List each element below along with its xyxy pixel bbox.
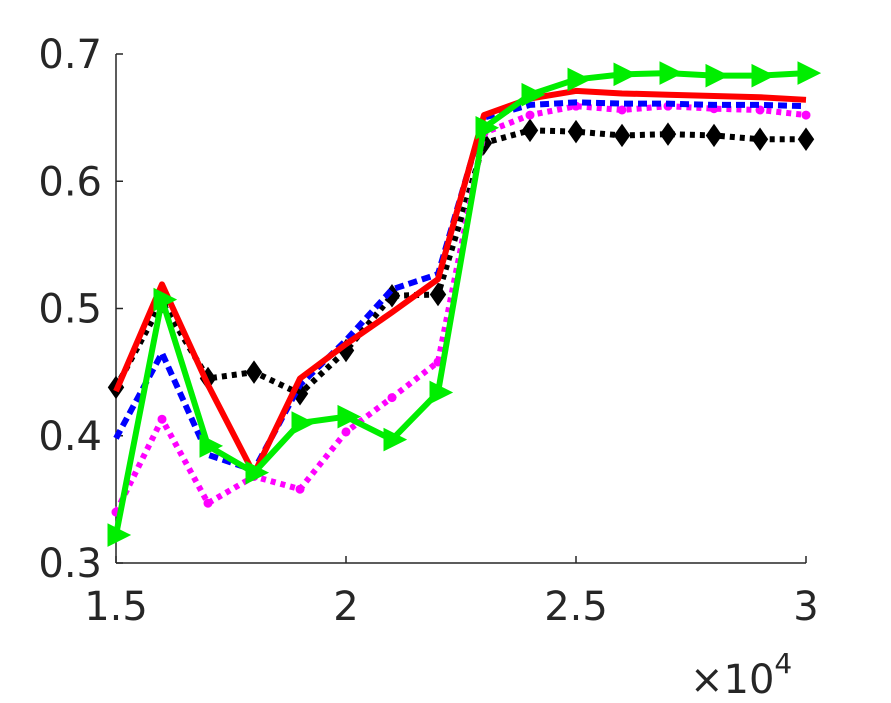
series-layer <box>107 61 822 547</box>
data-point-diamond <box>613 123 631 148</box>
data-point-diamond <box>567 119 585 144</box>
data-point-triangle <box>475 115 500 140</box>
x-tick-label: 2.5 <box>544 584 608 630</box>
data-point-triangle <box>521 82 546 107</box>
data-point-diamond <box>705 123 723 148</box>
data-point-diamond <box>751 127 769 152</box>
data-point-circle <box>295 484 305 494</box>
data-point-circle <box>203 498 213 508</box>
x-tick-label: 3 <box>793 584 818 630</box>
data-point-diamond <box>797 127 815 152</box>
data-point-diamond <box>429 282 447 307</box>
data-point-triangle <box>705 63 730 88</box>
series-4 <box>113 87 807 477</box>
series-2 <box>111 101 811 517</box>
series-line <box>113 70 807 536</box>
data-point-triangle <box>245 460 270 485</box>
series-line <box>113 99 807 474</box>
x-ticks: 1.5 2 2.5 3 <box>84 556 819 630</box>
axes <box>115 54 806 564</box>
y-ticks: 0.3 0.4 0.5 0.6 0.7 <box>38 32 123 587</box>
series-line <box>113 87 807 477</box>
data-point-triangle <box>751 63 776 88</box>
data-point-circle <box>341 427 351 437</box>
data-point-circle <box>801 110 811 120</box>
data-point-triangle <box>383 427 408 452</box>
y-tick-label: 0.3 <box>38 541 102 587</box>
data-point-diamond <box>659 122 677 146</box>
data-point-diamond <box>521 118 539 143</box>
y-tick-label: 0.5 <box>38 287 102 333</box>
data-point-circle <box>617 105 627 115</box>
data-point-triangle <box>337 404 362 429</box>
data-point-triangle <box>797 61 822 85</box>
data-point-diamond <box>245 360 263 384</box>
data-point-circle <box>387 393 397 403</box>
series-5 <box>107 61 822 547</box>
data-point-triangle <box>153 287 178 312</box>
data-point-triangle <box>659 61 684 85</box>
series-line <box>113 103 807 514</box>
x-exponent-label: ×104 <box>690 647 792 703</box>
data-point-triangle <box>291 411 316 435</box>
data-point-triangle <box>613 62 638 87</box>
data-point-triangle <box>107 523 132 547</box>
x-tick-label: 2 <box>333 584 358 630</box>
series-3 <box>113 99 807 474</box>
y-tick-label: 0.6 <box>38 159 102 205</box>
y-tick-label: 0.4 <box>38 414 102 460</box>
data-point-circle <box>525 110 535 120</box>
data-point-triangle <box>429 380 454 405</box>
data-point-triangle <box>199 434 224 458</box>
x-tick-label: 1.5 <box>84 584 148 630</box>
y-tick-label: 0.7 <box>38 32 102 78</box>
data-point-circle <box>157 414 167 424</box>
series-line <box>113 127 806 397</box>
data-point-triangle <box>567 67 592 92</box>
